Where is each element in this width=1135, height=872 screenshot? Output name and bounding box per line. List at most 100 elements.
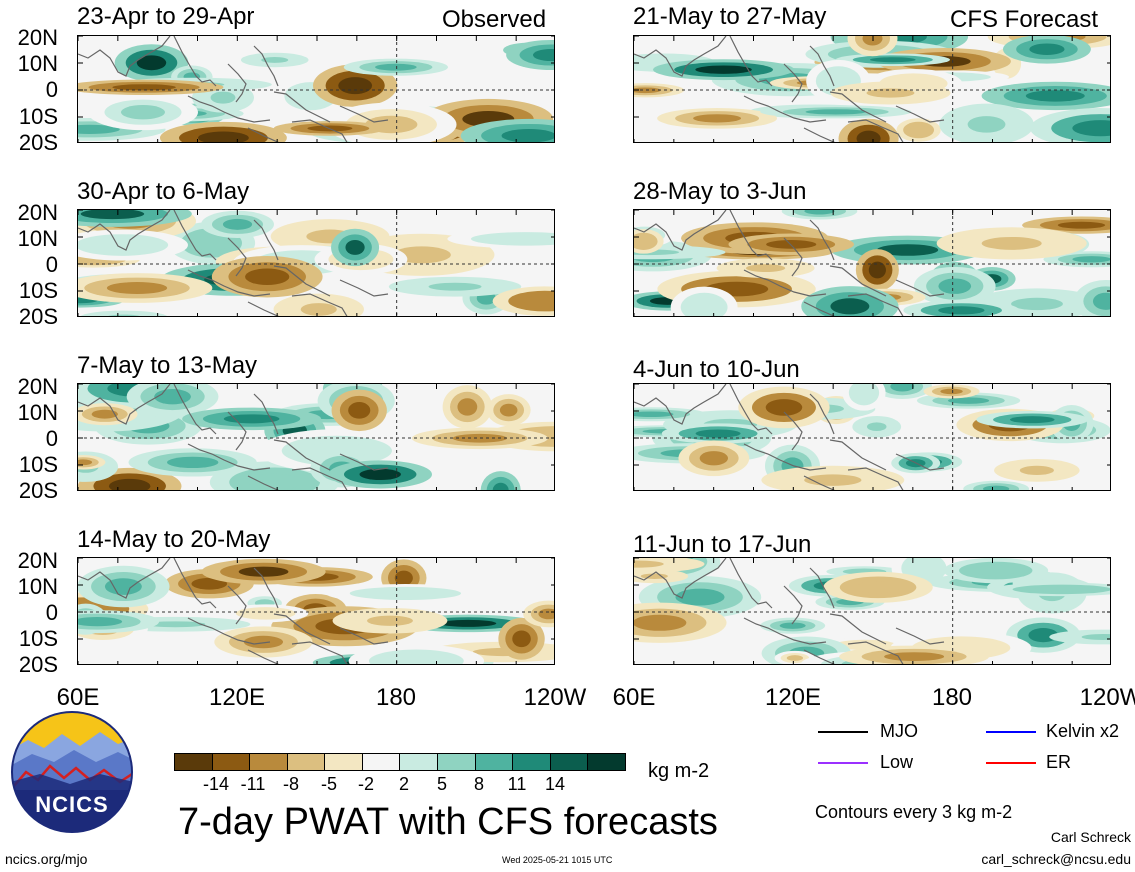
- lat-label-10s: 10S: [18, 452, 58, 477]
- lat-label-eq: 0: [45, 426, 58, 451]
- lat-label-20n: 20N: [17, 25, 58, 50]
- lon-label-120e: 120E: [208, 684, 266, 711]
- map-panel-fcst-1: [633, 35, 1111, 143]
- panel-title-fcst-3: 4-Jun to 10-Jun: [633, 356, 800, 383]
- anomaly-region: [635, 236, 652, 247]
- colorbar-swatch: [212, 754, 251, 770]
- legend-label-low: Low: [880, 752, 914, 772]
- panel-title-fcst-4: 11-Jun to 17-Jun: [633, 531, 812, 558]
- anomaly-region: [868, 261, 886, 279]
- anomaly-region: [108, 314, 140, 316]
- footer-author: Carl Schreck: [1050, 829, 1131, 845]
- lat-label-20s: 20S: [18, 130, 58, 155]
- anomaly-region: [367, 615, 413, 626]
- map-field: [634, 210, 1110, 316]
- anomaly-region: [1009, 416, 1055, 424]
- colorbar-swatch: [400, 754, 439, 770]
- anomaly-region: [452, 433, 508, 443]
- anomaly-region: [78, 124, 120, 134]
- anomaly-region: [866, 88, 915, 98]
- anomaly-region: [1072, 256, 1110, 263]
- colorbar-label: -11: [240, 774, 266, 794]
- map-field: [78, 210, 554, 316]
- footer-url[interactable]: ncics.org/mjo: [5, 851, 88, 867]
- lat-label-eq: 0: [45, 600, 58, 625]
- anomaly-region: [967, 116, 1006, 133]
- colorbar-swatch: [550, 754, 589, 770]
- map-panel-obs-4: [77, 557, 555, 665]
- anomaly-region: [981, 236, 1042, 250]
- anomaly-region: [1025, 90, 1085, 102]
- anomaly-region: [499, 403, 518, 417]
- panel-title-obs-1: 23-Apr to 29-Apr: [77, 3, 255, 30]
- anomaly-region: [210, 91, 236, 104]
- anomaly-region: [91, 409, 118, 419]
- lat-label-20n: 20N: [17, 548, 58, 573]
- lat-label-20n: 20N: [17, 200, 58, 225]
- anomaly-region: [940, 388, 963, 395]
- map-panel-obs-2: [77, 209, 555, 317]
- lon-label-180: 180: [375, 684, 417, 711]
- anomaly-region: [457, 398, 478, 416]
- anomaly-region: [94, 312, 154, 316]
- anomaly-region: [866, 422, 887, 431]
- anomaly-region: [193, 234, 229, 252]
- anomaly-region: [1072, 120, 1110, 137]
- lat-label-eq: 0: [45, 77, 58, 102]
- footer-email[interactable]: carl_schreck@ncsu.edu: [981, 851, 1131, 867]
- colorbar-label: 14: [544, 774, 566, 794]
- panel-title-fcst-1: 21-May to 27-May: [633, 3, 827, 30]
- lon-label-120w: 120W: [1079, 684, 1135, 711]
- legend-label-kelvin: Kelvin x2: [1046, 721, 1120, 741]
- main-title: 7-day PWAT with CFS forecasts: [178, 801, 718, 843]
- anomaly-region: [890, 384, 915, 392]
- lat-label-20s: 20S: [18, 304, 58, 329]
- anomaly-region: [1057, 221, 1106, 229]
- forecast-label: CFS Forecast: [950, 6, 1099, 33]
- anomaly-region: [532, 49, 554, 62]
- anomaly-region: [494, 235, 554, 243]
- anomaly-region: [690, 298, 718, 316]
- anomaly-region: [523, 295, 554, 308]
- anomaly-region: [805, 109, 867, 115]
- anomaly-region: [375, 63, 417, 71]
- colorbar-swatch: [287, 754, 326, 770]
- anomaly-region: [634, 614, 687, 631]
- anomaly-region: [345, 239, 365, 255]
- map-field: [78, 558, 554, 664]
- anomaly-region: [876, 244, 939, 256]
- anomaly-region: [104, 578, 142, 595]
- anomaly-region: [145, 621, 206, 628]
- anomaly-region: [1019, 465, 1054, 475]
- anomaly-region: [112, 84, 176, 91]
- map-panel-fcst-2: [633, 209, 1111, 317]
- anomaly-region: [95, 238, 149, 252]
- anomaly-region: [947, 397, 990, 404]
- colorbar-swatch: [250, 754, 288, 770]
- colorbar-label: 5: [436, 774, 447, 794]
- map-field: [634, 384, 1110, 490]
- anomaly-region: [634, 560, 664, 568]
- colorbar-swatch: [362, 754, 401, 770]
- colorbar-swatch: [475, 754, 514, 770]
- colorbar-swatch: [513, 754, 551, 770]
- map-panel-obs-3: [77, 383, 555, 491]
- colorbar-label: -8: [282, 774, 299, 794]
- anomaly-region: [439, 619, 497, 627]
- anomaly-region: [261, 57, 289, 63]
- lat-label-20s: 20S: [18, 478, 58, 503]
- anomaly-region: [373, 589, 438, 598]
- colorbar-swatch: [175, 754, 213, 770]
- anomaly-region: [695, 65, 752, 74]
- anomaly-region: [198, 131, 249, 142]
- map-field: [78, 384, 554, 490]
- anomaly-region: [248, 609, 283, 617]
- anomaly-region: [348, 402, 371, 419]
- anomaly-region: [779, 622, 806, 629]
- lat-label-10s: 10S: [18, 278, 58, 303]
- lat-label-20s: 20S: [18, 652, 58, 677]
- ncics-logo: NCICS: [10, 710, 134, 834]
- lat-label-eq: 0: [45, 252, 58, 277]
- anomaly-region: [222, 218, 253, 230]
- anomaly-region: [825, 72, 852, 90]
